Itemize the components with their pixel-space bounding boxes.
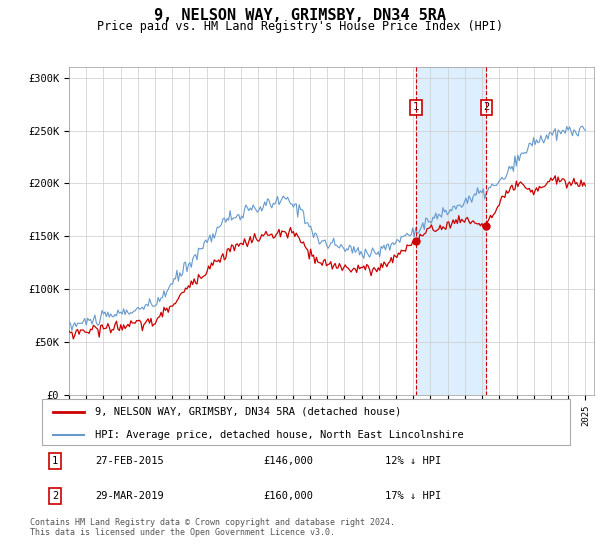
Text: 2: 2	[483, 102, 490, 113]
Point	[482, 221, 491, 230]
Text: 17% ↓ HPI: 17% ↓ HPI	[385, 491, 442, 501]
Text: 29-MAR-2019: 29-MAR-2019	[95, 491, 164, 501]
Text: Price paid vs. HM Land Registry's House Price Index (HPI): Price paid vs. HM Land Registry's House …	[97, 20, 503, 33]
Text: 1: 1	[413, 102, 419, 113]
Text: 12% ↓ HPI: 12% ↓ HPI	[385, 456, 442, 466]
Bar	[416, 67, 487, 395]
Text: HPI: Average price, detached house, North East Lincolnshire: HPI: Average price, detached house, Nort…	[95, 430, 464, 440]
Text: 27-FEB-2015: 27-FEB-2015	[95, 456, 164, 466]
Text: 1: 1	[52, 456, 58, 466]
Text: 9, NELSON WAY, GRIMSBY, DN34 5RA: 9, NELSON WAY, GRIMSBY, DN34 5RA	[154, 8, 446, 24]
Point	[411, 236, 421, 245]
Text: Contains HM Land Registry data © Crown copyright and database right 2024.
This d: Contains HM Land Registry data © Crown c…	[30, 518, 395, 538]
Text: 2: 2	[52, 491, 58, 501]
Text: £160,000: £160,000	[264, 491, 314, 501]
Text: 9, NELSON WAY, GRIMSBY, DN34 5RA (detached house): 9, NELSON WAY, GRIMSBY, DN34 5RA (detach…	[95, 407, 401, 417]
FancyBboxPatch shape	[42, 399, 570, 445]
Text: £146,000: £146,000	[264, 456, 314, 466]
